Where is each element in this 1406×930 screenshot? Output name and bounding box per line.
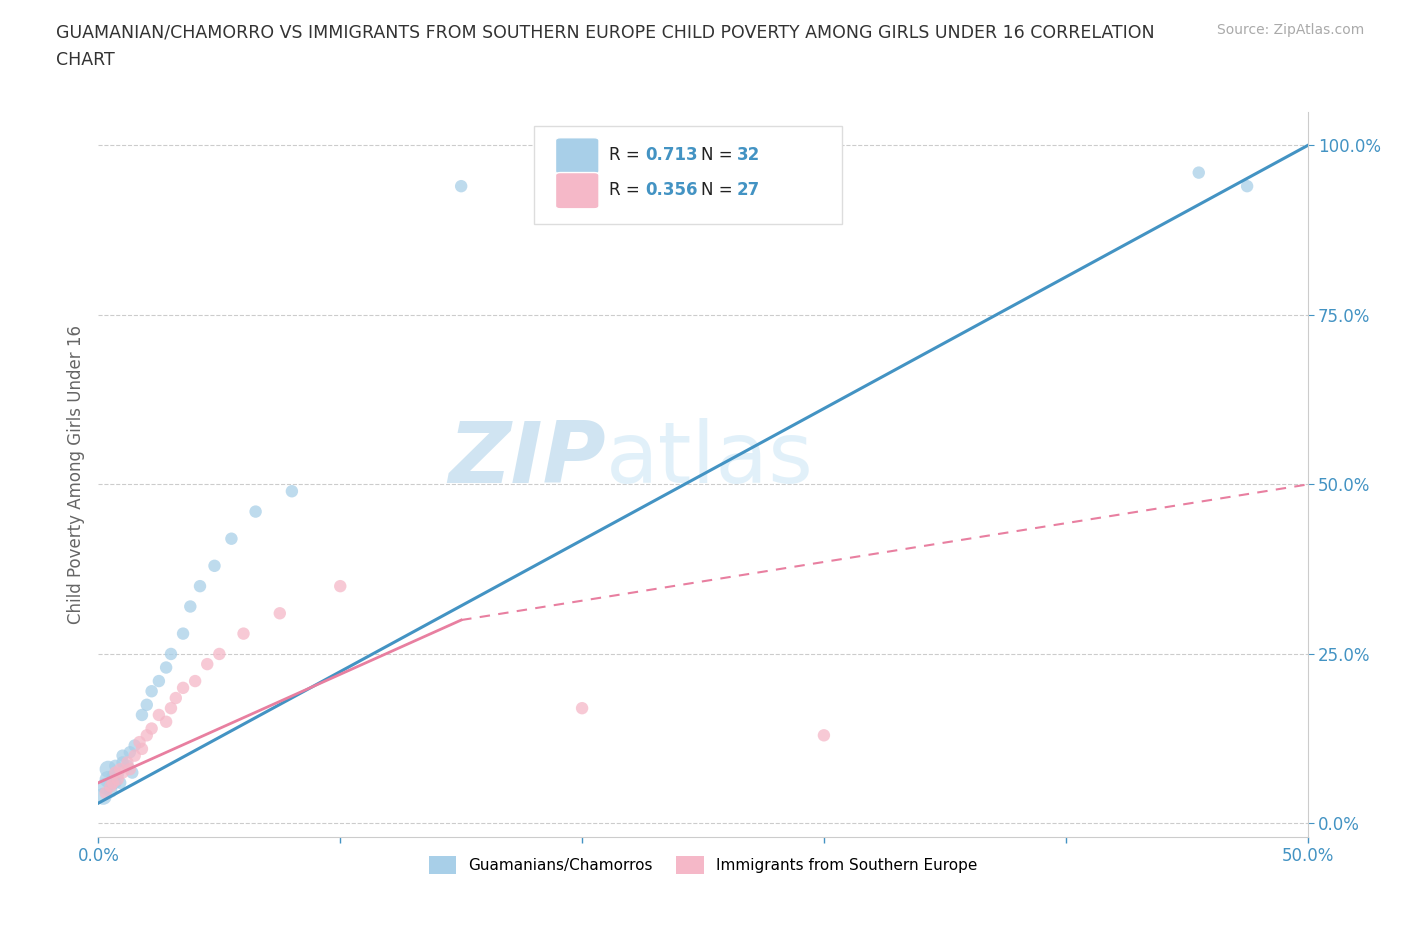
Point: [148, 708, 170, 723]
Point: [124, 749, 146, 764]
Point: [148, 673, 170, 688]
Point: [104, 758, 127, 773]
Point: [155, 660, 177, 675]
Point: [97, 772, 120, 787]
Point: [135, 728, 157, 743]
FancyBboxPatch shape: [534, 126, 842, 224]
Point: [281, 484, 304, 498]
Point: [184, 673, 207, 688]
Point: [124, 738, 146, 753]
Text: atlas: atlas: [606, 418, 814, 501]
Point: [160, 646, 183, 661]
Text: 32: 32: [737, 146, 761, 164]
Text: 27: 27: [737, 181, 761, 199]
Point: [111, 755, 134, 770]
Point: [141, 721, 163, 736]
Text: ZIP: ZIP: [449, 418, 606, 501]
Point: [813, 728, 835, 743]
Point: [107, 772, 129, 787]
Text: 0.713: 0.713: [645, 146, 697, 164]
Point: [131, 741, 153, 756]
Text: 0.356: 0.356: [645, 181, 697, 199]
Point: [111, 765, 134, 780]
Point: [94, 778, 117, 793]
Point: [94, 786, 117, 801]
Y-axis label: Child Poverty Among Girls Under 16: Child Poverty Among Girls Under 16: [66, 325, 84, 624]
Point: [121, 765, 143, 780]
Text: GUAMANIAN/CHAMORRO VS IMMIGRANTS FROM SOUTHERN EUROPE CHILD POVERTY AMONG GIRLS : GUAMANIAN/CHAMORRO VS IMMIGRANTS FROM SO…: [56, 23, 1154, 41]
Point: [172, 681, 194, 696]
Point: [179, 599, 201, 614]
Point: [245, 504, 267, 519]
Point: [100, 783, 122, 798]
Point: [208, 646, 231, 661]
Point: [188, 578, 211, 593]
Point: [135, 698, 157, 712]
Point: [571, 700, 593, 715]
Text: N =: N =: [700, 146, 738, 164]
Text: R =: R =: [609, 181, 645, 199]
FancyBboxPatch shape: [555, 173, 599, 209]
Point: [172, 626, 194, 641]
Point: [204, 558, 226, 573]
Point: [450, 179, 472, 193]
Point: [141, 684, 163, 698]
Point: [131, 708, 153, 723]
Legend: Guamanians/Chamorros, Immigrants from Southern Europe: Guamanians/Chamorros, Immigrants from So…: [423, 850, 983, 880]
Point: [111, 749, 134, 764]
Text: CHART: CHART: [56, 51, 115, 69]
FancyBboxPatch shape: [555, 138, 599, 174]
Point: [232, 626, 254, 641]
Point: [118, 745, 141, 760]
Point: [108, 776, 131, 790]
Point: [195, 657, 218, 671]
Point: [221, 531, 243, 546]
Point: [165, 691, 187, 706]
Point: [104, 776, 127, 790]
Point: [101, 776, 124, 790]
Point: [100, 778, 122, 793]
Point: [1188, 166, 1211, 180]
Point: [155, 714, 177, 729]
Point: [1236, 179, 1258, 193]
Point: [160, 700, 183, 715]
Text: Source: ZipAtlas.com: Source: ZipAtlas.com: [1216, 23, 1364, 37]
Point: [107, 767, 129, 782]
Point: [118, 762, 141, 777]
Point: [97, 762, 120, 777]
Point: [117, 755, 139, 770]
Point: [269, 605, 291, 620]
Point: [104, 765, 127, 780]
Text: R =: R =: [609, 146, 645, 164]
Point: [101, 768, 124, 783]
Text: N =: N =: [700, 181, 738, 199]
Point: [91, 789, 114, 804]
Point: [329, 578, 352, 593]
Point: [117, 758, 139, 773]
Point: [128, 735, 150, 750]
Point: [108, 762, 131, 777]
